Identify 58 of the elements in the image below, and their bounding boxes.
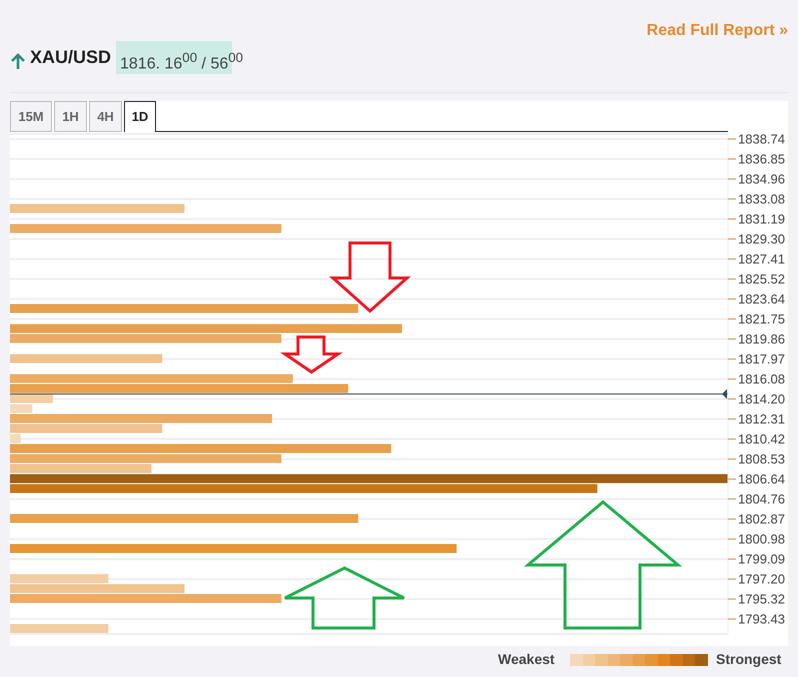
- y-tick-label: 1812.31: [738, 412, 785, 427]
- y-tick-label: 1834.96: [738, 172, 785, 187]
- bar: [10, 434, 21, 444]
- bar: [10, 374, 293, 384]
- bar: [10, 544, 457, 554]
- bar: [10, 414, 272, 423]
- bar: [10, 334, 282, 344]
- bar: [10, 514, 358, 524]
- text: 1H: [54, 101, 87, 132]
- y-tick-label: 1817.97: [738, 352, 785, 367]
- chart-title: XAU/USD: [30, 47, 112, 68]
- y-tick-label: 1795.32: [738, 592, 785, 607]
- y-tick-label: 1831.19: [738, 212, 785, 227]
- text: Read Full Report »: [646, 22, 788, 40]
- bar: [10, 404, 32, 414]
- text: 15M: [10, 101, 52, 132]
- y-tick-label: 1829.30: [738, 232, 785, 247]
- bar: [10, 454, 282, 464]
- y-tick-label: 1825.52: [738, 272, 785, 287]
- bar: [10, 594, 282, 604]
- text: 1D: [124, 101, 156, 132]
- bar: [10, 584, 184, 594]
- y-tick-label: 1793.43: [738, 612, 785, 627]
- y-tick-label: 1823.64: [738, 292, 785, 307]
- bar: [10, 354, 162, 364]
- y-tick-label: 1808.53: [738, 452, 785, 467]
- y-tick-label: 1821.75: [738, 312, 785, 327]
- y-tick-label: 1799.09: [738, 552, 785, 567]
- y-tick-label: 1804.76: [738, 492, 785, 507]
- y-tick-label: 1827.41: [738, 252, 785, 267]
- text: 4H: [89, 101, 122, 132]
- bar: [10, 424, 162, 433]
- y-tick-label: 1838.74: [738, 132, 785, 147]
- y-tick-label: 1814.20: [738, 392, 785, 407]
- text: 1816. 16$^{00}$ / 56$^{00}$: [119, 49, 244, 74]
- text: Weakest: [498, 651, 555, 667]
- y-tick-label: 1816.08: [738, 372, 785, 387]
- y-tick-label: 1810.42: [738, 432, 785, 447]
- bar: [10, 444, 392, 453]
- y-tick-label: 1800.98: [738, 532, 785, 547]
- y-tick-label: 1836.85: [738, 152, 785, 167]
- y-tick-label: 1819.86: [738, 332, 785, 347]
- y-tick-label: 1806.64: [738, 472, 785, 487]
- bar: [10, 574, 108, 584]
- bar: [10, 304, 358, 314]
- bar: [10, 384, 348, 394]
- bar: [10, 464, 152, 474]
- bar: [10, 484, 598, 494]
- bar: [10, 324, 402, 334]
- bar: [10, 204, 184, 213]
- text: Strongest: [716, 651, 782, 667]
- y-tick-label: 1797.20: [738, 572, 785, 587]
- bar: [10, 224, 282, 234]
- bar: [10, 394, 54, 403]
- y-tick-label: 1833.08: [738, 192, 785, 207]
- y-tick-label: 1802.87: [738, 512, 785, 527]
- bar: [10, 624, 108, 634]
- bar: [10, 474, 728, 484]
